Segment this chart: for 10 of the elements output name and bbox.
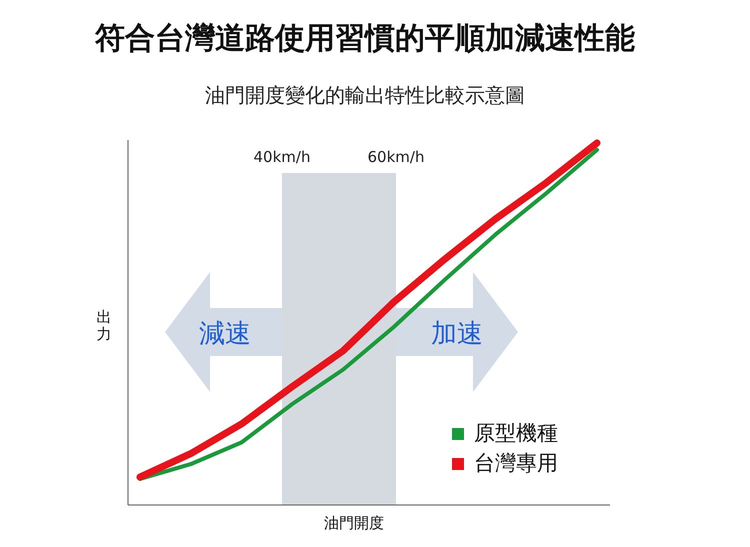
chart-subtitle: 油門開度變化的輸出特性比較示意圖: [205, 83, 525, 107]
annotation: 減速: [199, 319, 251, 349]
chart-title: 符合台灣道路使用習慣的平順加減速性能: [94, 21, 635, 56]
x-axis-title: 油門開度: [324, 514, 384, 532]
annotation: 60km/h: [368, 148, 424, 166]
legend-label: 台灣專用: [474, 451, 558, 475]
legend-label: 原型機種: [474, 421, 558, 445]
annotation: 40km/h: [254, 148, 310, 166]
annotation: 加速: [431, 319, 483, 349]
y-axis-title: 出力: [96, 308, 112, 343]
